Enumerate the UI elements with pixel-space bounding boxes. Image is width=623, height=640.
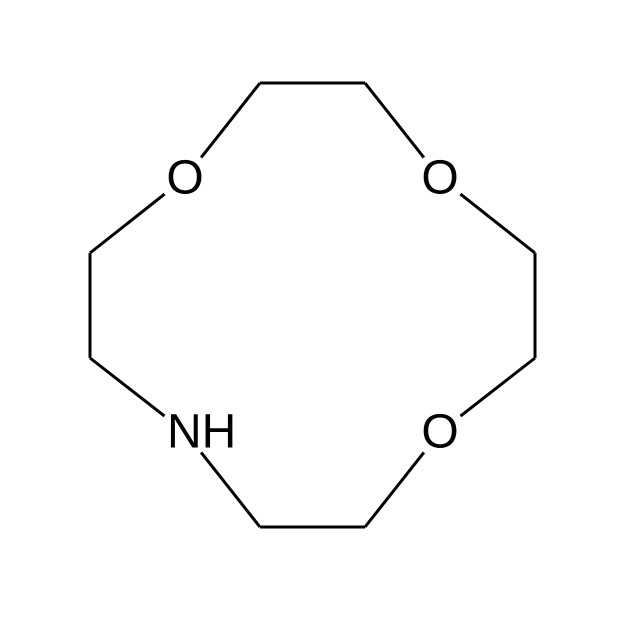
bond bbox=[460, 194, 535, 253]
bond bbox=[365, 452, 424, 527]
bond bbox=[201, 452, 260, 527]
bond bbox=[461, 358, 535, 416]
atom-label-o: O bbox=[166, 152, 203, 205]
chemical-structure-diagram: O O O NH bbox=[0, 0, 623, 640]
bond bbox=[90, 358, 164, 416]
bond bbox=[365, 83, 424, 158]
atom-label-o: O bbox=[421, 152, 458, 205]
atom-label-nh: NH bbox=[167, 406, 236, 459]
atom-label-o: O bbox=[421, 406, 458, 459]
bond bbox=[201, 83, 260, 158]
bond bbox=[90, 194, 165, 253]
